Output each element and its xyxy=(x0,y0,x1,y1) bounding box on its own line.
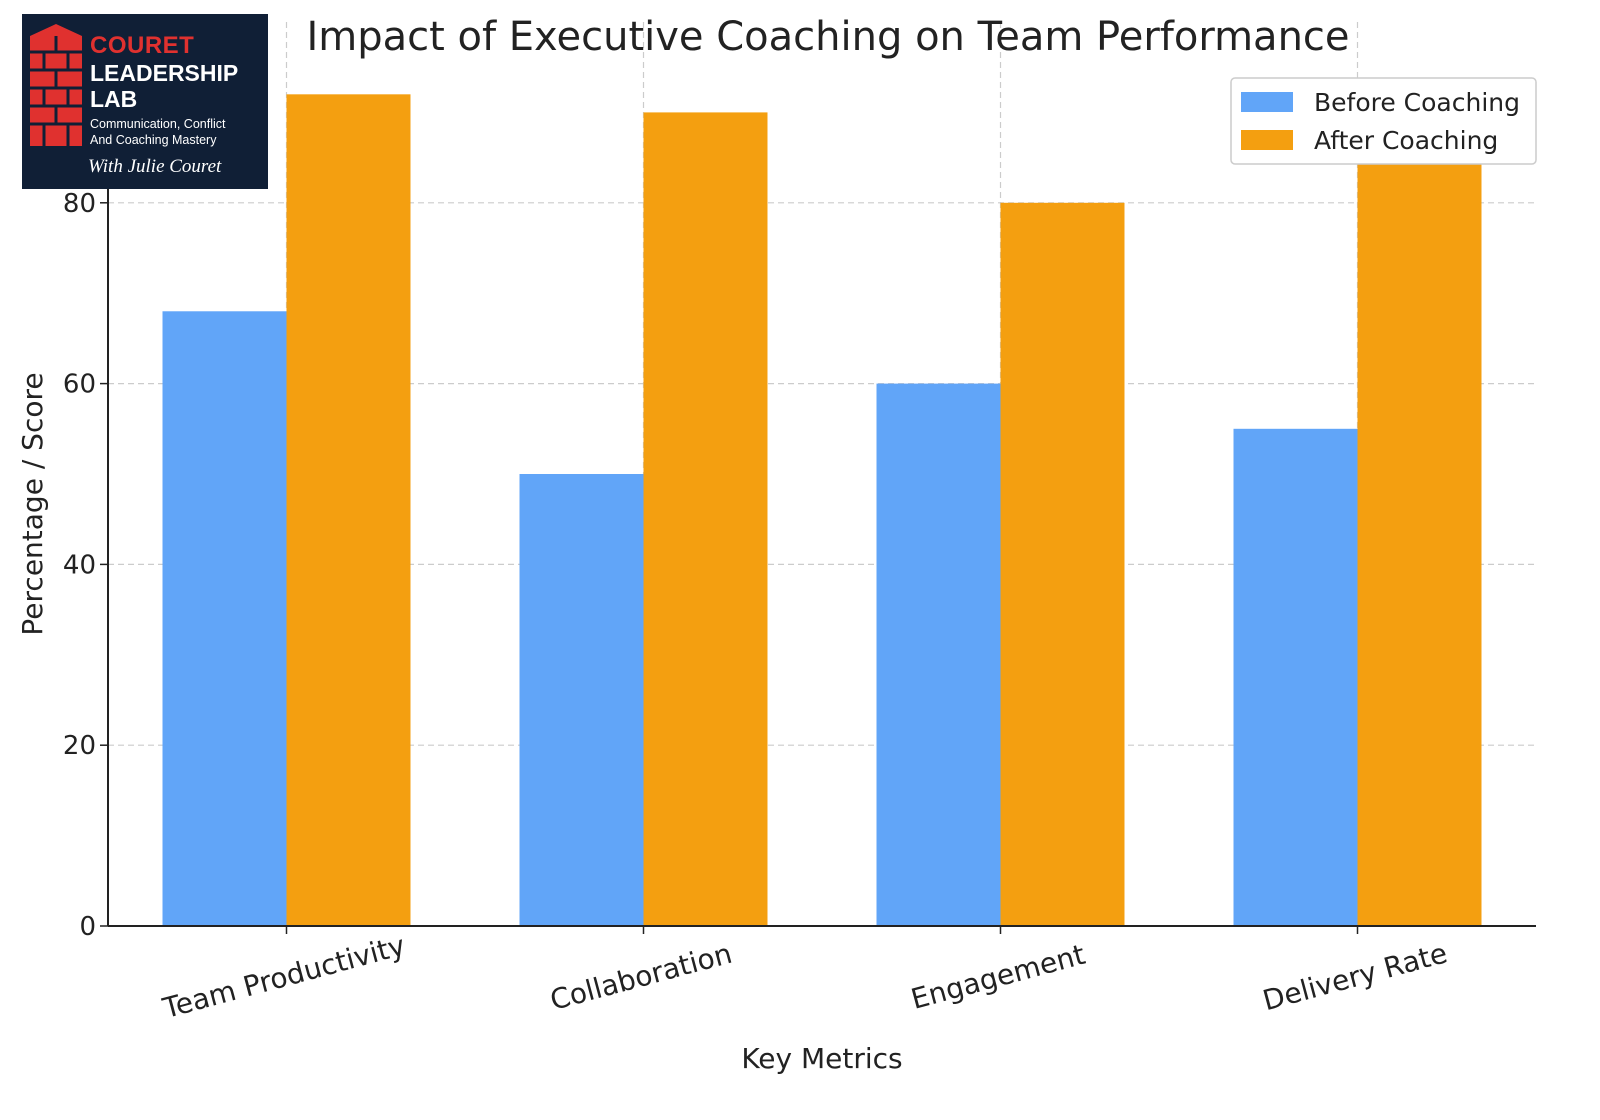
y-tick-label: 40 xyxy=(63,550,96,580)
bar-after xyxy=(1357,157,1482,927)
legend-swatch xyxy=(1241,130,1293,150)
logo-signature: With Julie Couret xyxy=(88,156,222,177)
logo-tagline-2: And Coaching Mastery xyxy=(90,133,217,147)
y-tick-label: 60 xyxy=(63,370,96,400)
logo-tagline-1: Communication, Conflict xyxy=(90,117,226,131)
x-tick-label: Team Productivity xyxy=(159,929,409,1026)
y-axis-label: Percentage / Score xyxy=(16,372,49,635)
x-tick-label: Engagement xyxy=(908,938,1089,1016)
logo-brand-line3: LAB xyxy=(90,86,138,112)
bar-before xyxy=(162,311,287,926)
x-tick-label: Delivery Rate xyxy=(1259,936,1450,1017)
legend-box xyxy=(1230,77,1537,165)
logo: COURET LEADERSHIP LAB Communication, Con… xyxy=(22,14,268,189)
x-tick-label: Collaboration xyxy=(547,937,736,1017)
brick-tower-icon xyxy=(30,24,82,146)
bar-before xyxy=(876,383,1001,927)
legend-label: After Coaching xyxy=(1314,126,1498,155)
y-tick-label: 20 xyxy=(63,731,96,761)
bar-after xyxy=(643,112,768,926)
x-axis-label: Key Metrics xyxy=(741,1042,902,1075)
bar-after xyxy=(1000,202,1125,927)
y-tick-label: 80 xyxy=(63,189,96,219)
y-tick-label: 0 xyxy=(79,912,96,942)
legend-label: Before Coaching xyxy=(1314,88,1520,117)
legend-swatch xyxy=(1241,92,1293,112)
chart-title: Impact of Executive Coaching on Team Per… xyxy=(306,14,1349,60)
bar-before xyxy=(1233,428,1358,926)
bar-after xyxy=(286,94,411,926)
logo-brand-line2: LEADERSHIP xyxy=(90,60,239,86)
bar-before xyxy=(519,474,644,926)
logo-brand-line1: COURET xyxy=(90,32,195,59)
